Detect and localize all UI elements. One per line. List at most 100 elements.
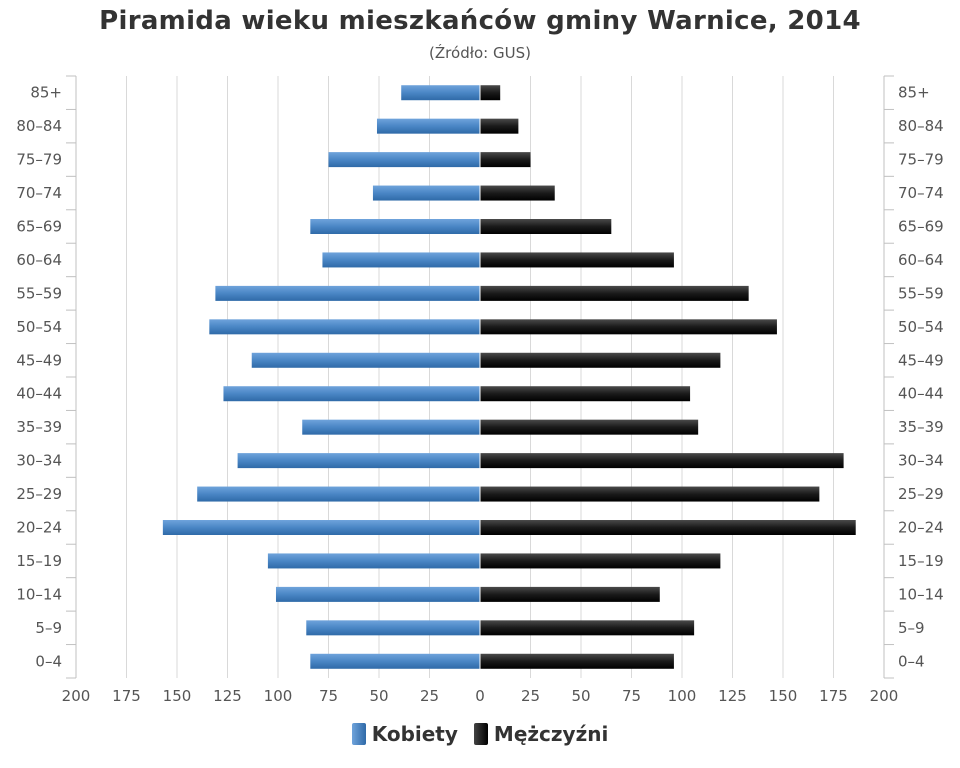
legend-swatch-women — [351, 723, 366, 745]
y-tick-label-left: 5–9 — [35, 619, 62, 637]
bar-men[interactable] — [480, 520, 856, 535]
legend-item-women[interactable]: Kobiety — [351, 722, 458, 746]
bar-men[interactable] — [480, 453, 844, 469]
y-tick-label-right: 80–84 — [898, 117, 944, 135]
y-tick-label-right: 0–4 — [898, 652, 925, 670]
x-tick-label: 150 — [769, 687, 798, 705]
bar-women[interactable] — [223, 386, 480, 402]
bar-men[interactable] — [480, 586, 660, 602]
bar-men[interactable] — [480, 152, 531, 168]
y-tick-label-right: 35–39 — [898, 418, 944, 436]
bar-men[interactable] — [480, 252, 674, 268]
bar-men[interactable] — [480, 118, 519, 134]
y-tick-label-right: 65–69 — [898, 218, 944, 236]
y-tick-label-right: 30–34 — [898, 452, 944, 470]
bar-men[interactable] — [480, 319, 777, 335]
y-tick-label-left: 0–4 — [35, 652, 62, 670]
y-tick-label-left: 20–24 — [16, 519, 62, 537]
x-tick-label: 0 — [475, 687, 485, 705]
y-tick-label-left: 10–14 — [16, 585, 62, 603]
y-tick-label-right: 15–19 — [898, 552, 944, 570]
y-tick-label-left: 30–34 — [16, 452, 62, 470]
bar-women[interactable] — [162, 520, 481, 535]
legend-item-men[interactable]: Mężczyźni — [473, 722, 609, 746]
x-tick-label: 50 — [571, 687, 590, 705]
y-tick-label-left: 40–44 — [16, 385, 62, 403]
bar-women[interactable] — [328, 152, 481, 168]
x-tick-label: 75 — [319, 687, 338, 705]
x-tick-label: 25 — [521, 687, 540, 705]
bar-men[interactable] — [480, 486, 820, 502]
y-tick-label-right: 60–64 — [898, 251, 944, 269]
y-tick-label-right: 5–9 — [898, 619, 925, 637]
bar-men[interactable] — [480, 285, 749, 301]
y-tick-label-left: 50–54 — [16, 318, 62, 336]
bar-men[interactable] — [480, 219, 612, 234]
bar-men[interactable] — [480, 653, 674, 669]
bar-women[interactable] — [267, 553, 480, 569]
y-tick-label-right: 25–29 — [898, 485, 944, 503]
x-tick-label: 100 — [668, 687, 697, 705]
x-tick-label: 150 — [163, 687, 192, 705]
y-tick-label-left: 35–39 — [16, 418, 62, 436]
y-tick-label-left: 80–84 — [16, 117, 62, 135]
x-tick-label: 200 — [62, 687, 91, 705]
y-tick-label-left: 75–79 — [16, 151, 62, 169]
bar-women[interactable] — [197, 486, 480, 502]
y-tick-label-left: 70–74 — [16, 184, 62, 202]
legend-label-men: Mężczyźni — [493, 722, 609, 746]
x-tick-label: 175 — [112, 687, 141, 705]
bar-women[interactable] — [215, 285, 480, 301]
x-tick-label: 200 — [870, 687, 899, 705]
bar-men[interactable] — [480, 620, 695, 636]
bar-men[interactable] — [480, 553, 721, 569]
chart-subtitle: (Źródło: GUS) — [429, 44, 531, 62]
legend-swatch-men — [473, 723, 488, 745]
y-tick-label-right: 75–79 — [898, 151, 944, 169]
legend: Kobiety Mężczyźni — [0, 722, 960, 746]
x-tick-label: 75 — [622, 687, 641, 705]
bar-women[interactable] — [322, 252, 480, 268]
y-tick-label-right: 10–14 — [898, 585, 944, 603]
x-tick-label: 125 — [213, 687, 242, 705]
y-tick-label-left: 65–69 — [16, 218, 62, 236]
y-tick-label-left: 45–49 — [16, 351, 62, 369]
y-tick-label-right: 45–49 — [898, 351, 944, 369]
bar-women[interactable] — [310, 219, 480, 234]
tick-labels: 200 175 150 125 100 75 50 25 0 25 50 75 100 125 150 175… — [16, 84, 943, 705]
y-tick-label-right: 85+ — [898, 84, 930, 102]
bar-women[interactable] — [237, 453, 480, 469]
y-tick-label-left: 55–59 — [16, 284, 62, 302]
bar-women[interactable] — [251, 352, 480, 368]
legend-label-women: Kobiety — [371, 722, 458, 746]
x-tick-label: 50 — [369, 687, 388, 705]
y-tick-label-right: 55–59 — [898, 284, 944, 302]
bar-women[interactable] — [306, 620, 480, 636]
y-tick-label-right: 20–24 — [898, 519, 944, 537]
bar-women[interactable] — [310, 653, 480, 669]
bar-women[interactable] — [209, 319, 480, 335]
bar-men[interactable] — [480, 85, 501, 101]
bar-men[interactable] — [480, 185, 555, 201]
bar-men[interactable] — [480, 419, 699, 435]
axes — [66, 75, 894, 679]
x-tick-label: 100 — [264, 687, 293, 705]
bar-women[interactable] — [372, 185, 480, 201]
bar-women[interactable] — [401, 85, 480, 101]
bars — [162, 76, 856, 678]
y-tick-label-right: 50–54 — [898, 318, 944, 336]
bar-women[interactable] — [302, 419, 480, 435]
bar-men[interactable] — [480, 386, 691, 402]
bar-women[interactable] — [275, 586, 480, 602]
y-tick-label-right: 40–44 — [898, 385, 944, 403]
y-tick-label-left: 25–29 — [16, 485, 62, 503]
bar-women[interactable] — [376, 118, 480, 134]
x-tick-label: 175 — [819, 687, 848, 705]
y-tick-label-left: 85+ — [30, 84, 62, 102]
y-tick-label-left: 60–64 — [16, 251, 62, 269]
y-tick-label-left: 15–19 — [16, 552, 62, 570]
x-tick-label: 125 — [718, 687, 747, 705]
bar-men[interactable] — [480, 352, 721, 368]
chart-title: Piramida wieku mieszkańców gminy Warnice… — [99, 6, 861, 36]
